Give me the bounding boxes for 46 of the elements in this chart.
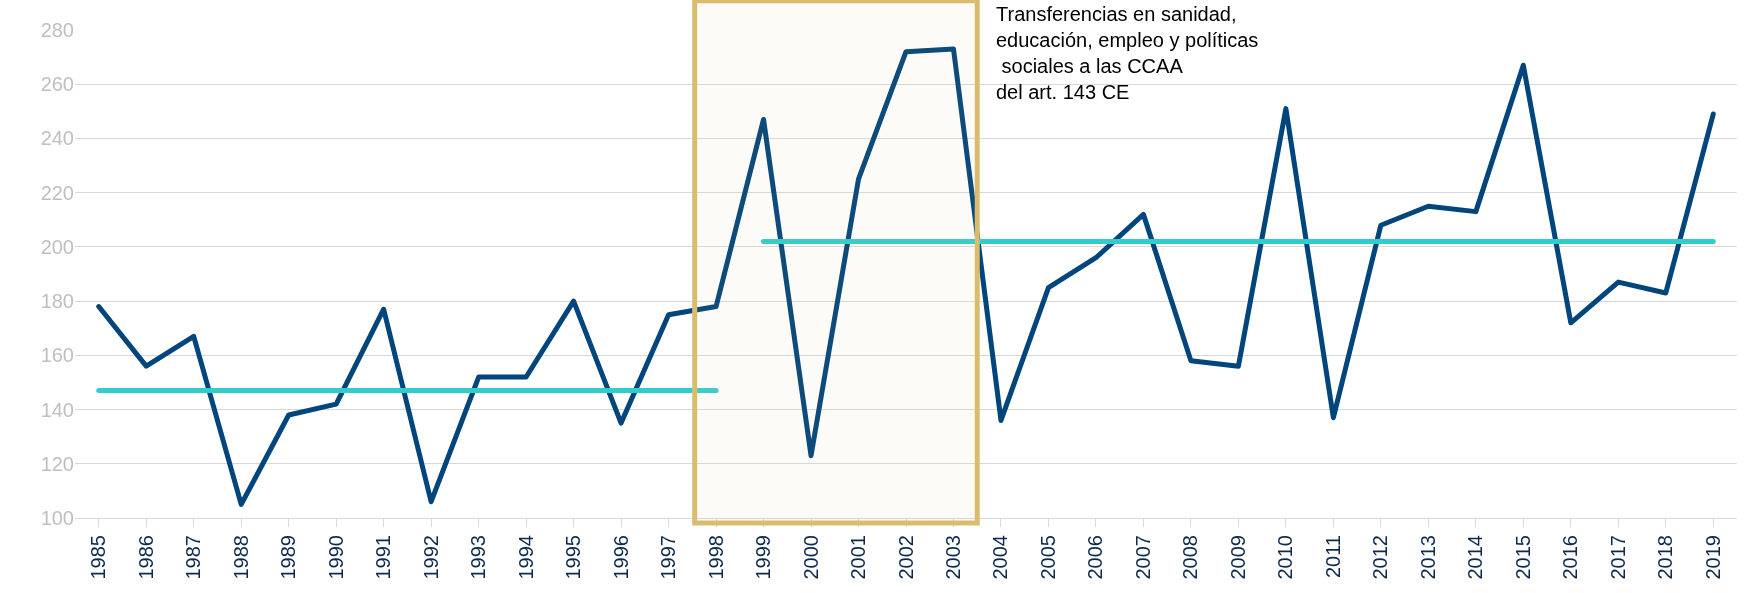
x-tick-label: 2009 <box>1226 535 1249 580</box>
x-tick-label: 2011 <box>1321 535 1344 579</box>
x-tick-label: 2019 <box>1701 535 1724 580</box>
x-tick-label: 2015 <box>1511 535 1534 580</box>
x-tick-label: 1989 <box>277 535 300 580</box>
x-tick-label: 2016 <box>1559 535 1582 580</box>
y-tick-label: 180 <box>40 290 74 313</box>
x-tick-label: 1988 <box>229 535 252 580</box>
x-tick-label: 2008 <box>1179 535 1202 580</box>
x-tick-label: 2000 <box>799 535 822 580</box>
band-label: Transferencias en sanidad, educación, empleo y políticas sociales a las CCAA del art. 143 CE <box>996 3 1259 103</box>
y-tick-label: 160 <box>40 344 74 367</box>
x-tick-label: 1986 <box>134 535 157 580</box>
x-tick-label: 1991 <box>372 535 395 580</box>
x-tick-label: 2007 <box>1131 535 1154 580</box>
x-tick-label: 2001 <box>847 535 870 580</box>
y-tick-label: 140 <box>40 398 74 421</box>
x-tick-label: 2012 <box>1369 535 1392 580</box>
x-tick-label: 1996 <box>609 535 632 580</box>
x-tick-label: 1990 <box>324 535 347 580</box>
x-tick-label: 2002 <box>894 535 917 580</box>
x-tick-label: 1998 <box>704 535 727 580</box>
x-tick-label: 2018 <box>1654 535 1677 580</box>
y-tick-label: 220 <box>40 181 74 204</box>
y-tick-label: 240 <box>40 127 74 150</box>
x-tick-label: 1992 <box>419 535 442 580</box>
y-tick-label: 100 <box>40 507 74 529</box>
y-tick-label: 200 <box>40 235 74 258</box>
x-tick-label: 1993 <box>467 535 490 580</box>
x-tick-label: 2014 <box>1464 535 1487 580</box>
x-tick-label: 2006 <box>1084 535 1107 580</box>
x-tick-label: 2010 <box>1274 535 1297 580</box>
x-tick-label: 2003 <box>941 535 964 580</box>
y-tick-label: 280 <box>40 19 74 41</box>
x-tick-label: 2013 <box>1416 535 1439 580</box>
y-tick-label: 120 <box>40 452 74 475</box>
x-tick-label: 1995 <box>562 535 585 580</box>
x-tick-label: 1994 <box>514 535 537 580</box>
x-tick-label: 2004 <box>989 535 1012 580</box>
x-tick-label: 1985 <box>87 535 110 580</box>
x-tick-label: 1997 <box>657 535 680 580</box>
x-tick-label: 2017 <box>1606 535 1629 580</box>
x-tick-label: 1987 <box>182 535 205 580</box>
y-tick-label: 260 <box>40 73 74 96</box>
x-tick-label: 1999 <box>752 535 775 580</box>
x-tick-label: 2005 <box>1036 535 1059 580</box>
